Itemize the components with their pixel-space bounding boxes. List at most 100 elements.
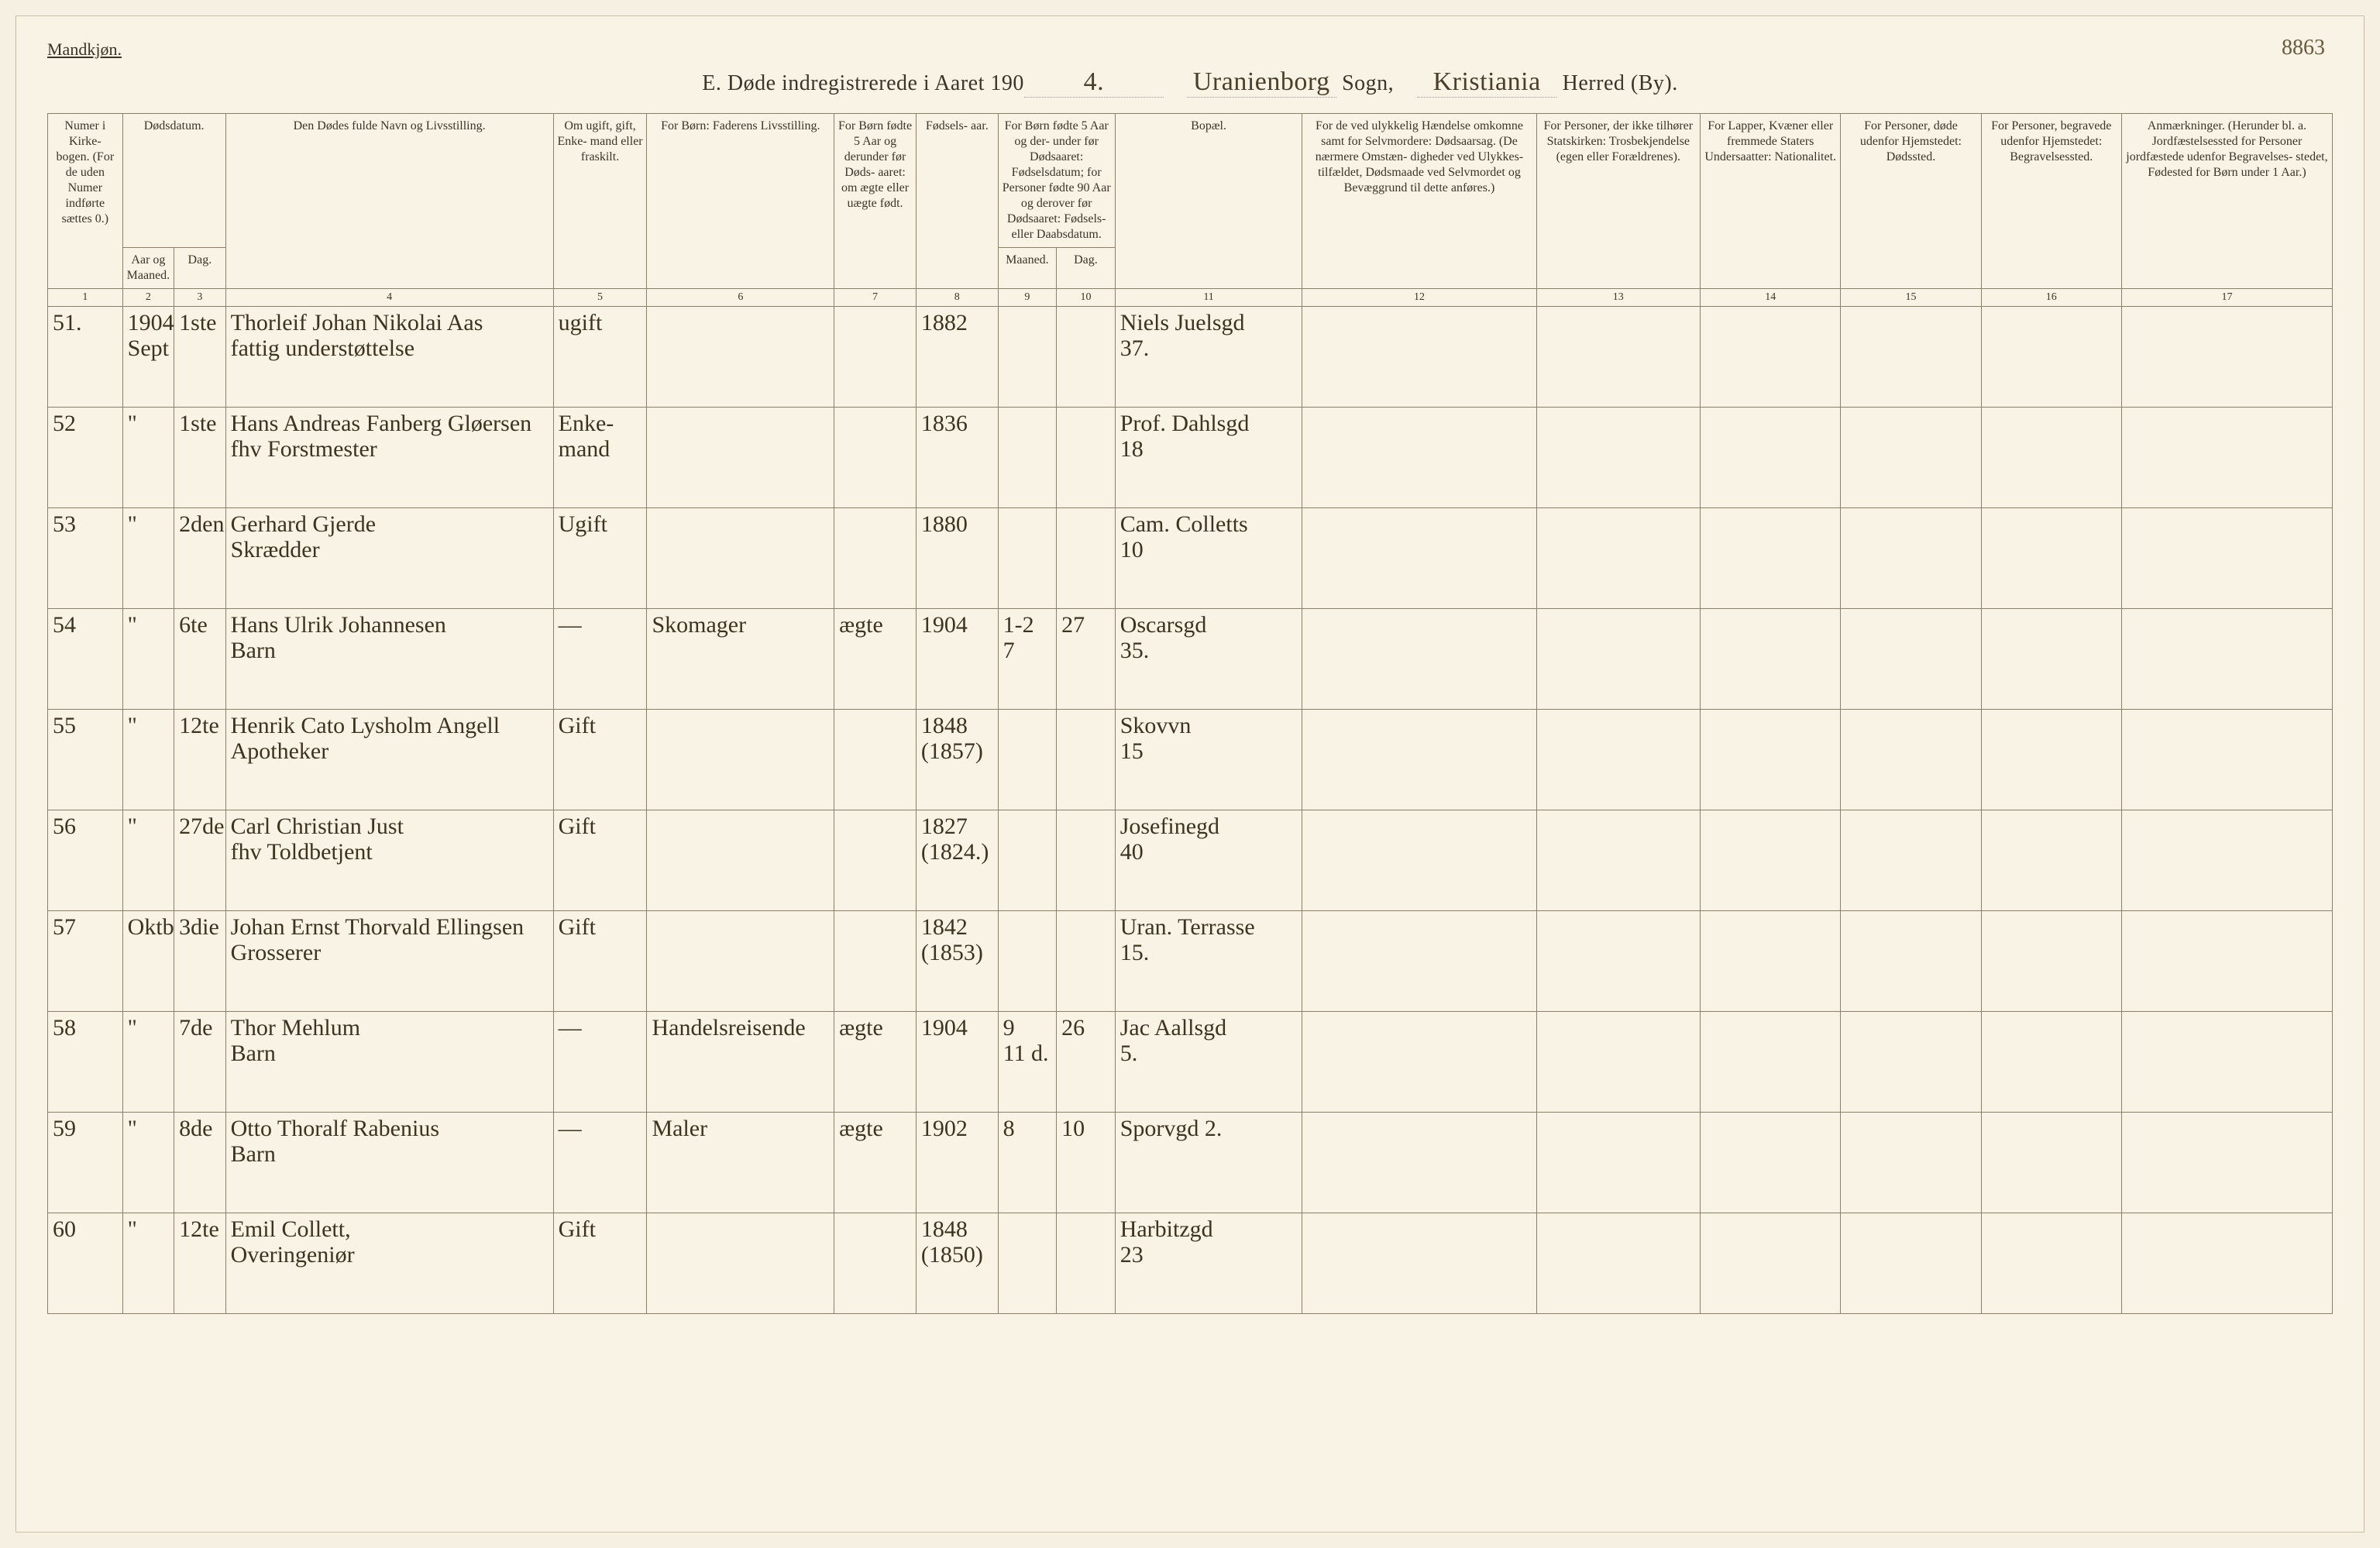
cell-num: 52 [48, 407, 123, 507]
cell-anmaerkninger [2121, 507, 2332, 608]
column-number: 5 [553, 289, 647, 307]
cell-aegte [834, 507, 917, 608]
cell-dag2 [1057, 1213, 1116, 1313]
cell-dag: 27de [174, 810, 225, 910]
cell-begravelsessted [1981, 1112, 2121, 1213]
cell-begravelsessted [1981, 507, 2121, 608]
cell-num: 51. [48, 306, 123, 407]
cell-aegte: ægte [834, 1011, 917, 1112]
column-number: 8 [916, 289, 998, 307]
column-number: 14 [1701, 289, 1841, 307]
cell-nationalitet [1701, 407, 1841, 507]
cell-maaned [998, 709, 1057, 810]
cell-aar: " [122, 407, 174, 507]
column-number: 11 [1115, 289, 1302, 307]
cell-nationalitet [1701, 1011, 1841, 1112]
cell-begravelsessted [1981, 810, 2121, 910]
cell-dag2: 26 [1057, 1011, 1116, 1112]
cell-tros [1536, 709, 1701, 810]
cell-anmaerkninger [2121, 1112, 2332, 1213]
cell-tros [1536, 306, 1701, 407]
cell-aar: " [122, 608, 174, 709]
column-number: 1 [48, 289, 123, 307]
cell-dag: 1ste [174, 407, 225, 507]
cell-aar: Oktb [122, 910, 174, 1011]
cell-tros [1536, 910, 1701, 1011]
col-header-fodselsdatum: For Børn fødte 5 Aar og der- under før D… [998, 114, 1115, 248]
cell-anmaerkninger [2121, 407, 2332, 507]
cell-dag: 3die [174, 910, 225, 1011]
column-number: 9 [998, 289, 1057, 307]
cell-dag: 2den [174, 507, 225, 608]
cell-stand: ugift [553, 306, 647, 407]
cell-faderen [647, 709, 834, 810]
cell-stand: — [553, 1112, 647, 1213]
cell-aegte [834, 306, 917, 407]
cell-fodselsaar: 1848 (1857) [916, 709, 998, 810]
col-header-anmaerkninger: Anmærkninger. (Herunder bl. a. Jordfæste… [2121, 114, 2332, 289]
cell-anmaerkninger [2121, 1011, 2332, 1112]
cell-aegte: ægte [834, 608, 917, 709]
cell-bopael: Niels Juelsgd 37. [1115, 306, 1302, 407]
table-body: 51.1904 Sept1steThorleif Johan Nikolai A… [48, 306, 2333, 1313]
cell-dag: 12te [174, 1213, 225, 1313]
cell-anmaerkninger [2121, 810, 2332, 910]
col-header-stand: Om ugift, gift, Enke- mand eller fraskil… [553, 114, 647, 289]
cell-faderen [647, 1213, 834, 1313]
cell-num: 60 [48, 1213, 123, 1313]
cell-maaned [998, 910, 1057, 1011]
col-header-navn: Den Dødes fulde Navn og Livsstilling. [225, 114, 553, 289]
col-header-fodselsaar: Fødsels- aar. [916, 114, 998, 289]
cell-stand: Gift [553, 1213, 647, 1313]
cell-maaned [998, 306, 1057, 407]
cell-aar: " [122, 810, 174, 910]
cell-begravelsessted [1981, 910, 2121, 1011]
cell-dodssted [1841, 1213, 1981, 1313]
gender-label: Mandkjøn. [47, 40, 2333, 60]
cell-tros [1536, 810, 1701, 910]
cell-stand: Gift [553, 910, 647, 1011]
herred-handwritten: Kristiania [1417, 67, 1556, 98]
table-row: 55"12teHenrik Cato Lysholm Angell Apothe… [48, 709, 2333, 810]
cell-dodssted [1841, 910, 1981, 1011]
cell-aar: " [122, 507, 174, 608]
table-row: 60"12teEmil Collett, OveringeniørGift184… [48, 1213, 2333, 1313]
col-header-aar-maaned: Aar og Maaned. [122, 248, 174, 289]
cell-faderen [647, 810, 834, 910]
cell-num: 53 [48, 507, 123, 608]
cell-aar: " [122, 1011, 174, 1112]
column-number: 4 [225, 289, 553, 307]
table-row: 59"8deOtto Thoralf Rabenius Barn—Maleræg… [48, 1112, 2333, 1213]
cell-tros [1536, 608, 1701, 709]
table-row: 54"6teHans Ulrik Johannesen Barn—Skomage… [48, 608, 2333, 709]
cell-anmaerkninger [2121, 1213, 2332, 1313]
cell-dodsaarsag [1302, 810, 1536, 910]
column-number: 3 [174, 289, 225, 307]
cell-navn: Emil Collett, Overingeniør [225, 1213, 553, 1313]
cell-begravelsessted [1981, 1011, 2121, 1112]
table-row: 58"7deThor Mehlum Barn—Handelsreisendeæg… [48, 1011, 2333, 1112]
cell-maaned [998, 810, 1057, 910]
column-number: 16 [1981, 289, 2121, 307]
cell-stand: — [553, 1011, 647, 1112]
cell-faderen [647, 407, 834, 507]
cell-anmaerkninger [2121, 608, 2332, 709]
cell-dag: 1ste [174, 306, 225, 407]
cell-dodssted [1841, 407, 1981, 507]
cell-dodsaarsag [1302, 507, 1536, 608]
col-header-begravelsessted: For Personer, begravede udenfor Hjemsted… [1981, 114, 2121, 289]
cell-maaned: 8 [998, 1112, 1057, 1213]
cell-num: 54 [48, 608, 123, 709]
cell-dag: 12te [174, 709, 225, 810]
col-header-tros: For Personer, der ikke tilhører Statskir… [1536, 114, 1701, 289]
col-header-dodsaarsag: For de ved ulykkelig Hændelse omkomne sa… [1302, 114, 1536, 289]
col-header-dag2: Dag. [1057, 248, 1116, 289]
cell-begravelsessted [1981, 306, 2121, 407]
cell-begravelsessted [1981, 407, 2121, 507]
col-header-maaned: Maaned. [998, 248, 1057, 289]
table-row: 53"2denGerhard Gjerde SkrædderUgift1880C… [48, 507, 2333, 608]
col-header-faderen: For Børn: Faderens Livsstilling. [647, 114, 834, 289]
cell-aegte [834, 810, 917, 910]
cell-dodsaarsag [1302, 306, 1536, 407]
cell-tros [1536, 507, 1701, 608]
